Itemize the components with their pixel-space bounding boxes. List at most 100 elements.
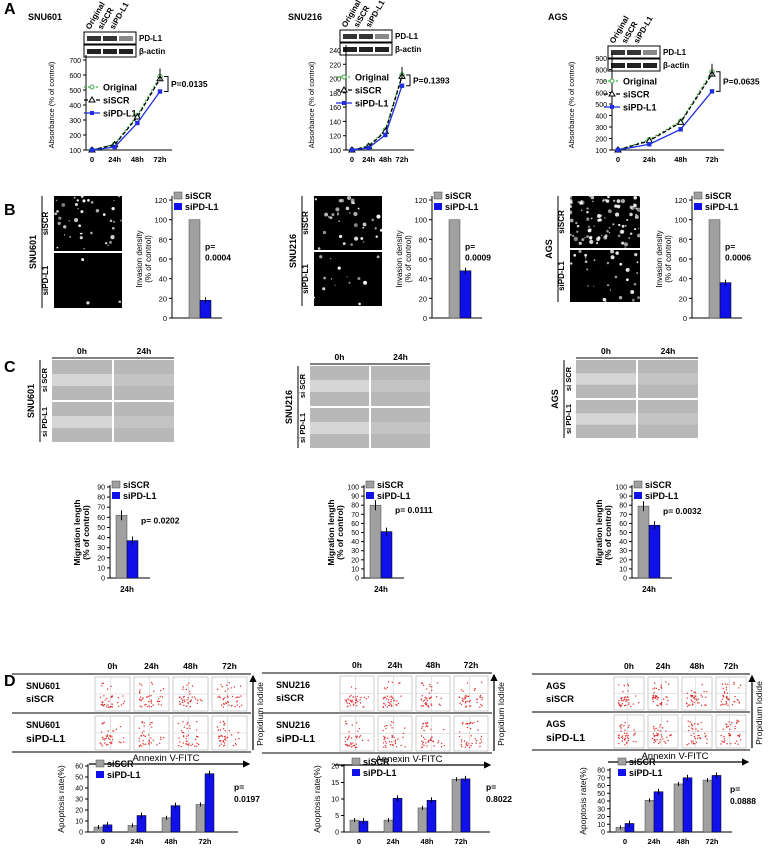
cell-dot bbox=[362, 222, 367, 227]
legend-swatch-siscr bbox=[351, 757, 361, 766]
flow-event bbox=[735, 740, 738, 742]
flow-event bbox=[657, 742, 660, 745]
flow-event bbox=[425, 742, 427, 744]
y-tick-label: 20 bbox=[679, 294, 687, 303]
flow-event bbox=[102, 738, 104, 740]
flow-event bbox=[686, 705, 689, 708]
flow-event bbox=[195, 735, 198, 738]
flow-event bbox=[150, 702, 153, 704]
flow-event bbox=[222, 740, 225, 742]
flow-event bbox=[686, 692, 689, 694]
flow-event bbox=[623, 725, 625, 727]
flow-event bbox=[120, 704, 123, 706]
flow-event bbox=[471, 742, 473, 745]
flow-event bbox=[138, 698, 141, 701]
y-tick-label: 500 bbox=[69, 88, 81, 95]
flow-event bbox=[620, 697, 622, 700]
flow-event bbox=[143, 725, 145, 727]
flow-event bbox=[430, 703, 432, 705]
flow-event bbox=[150, 742, 153, 744]
flow-event bbox=[148, 740, 150, 743]
flow-event bbox=[185, 743, 187, 745]
flow-event bbox=[654, 738, 656, 741]
flow-event bbox=[232, 744, 235, 747]
flow-event bbox=[157, 703, 160, 705]
flow-event bbox=[628, 702, 630, 704]
bar-sipdl1 bbox=[682, 777, 693, 833]
flow-event bbox=[101, 736, 104, 739]
cell-dot bbox=[593, 259, 596, 262]
flow-event bbox=[104, 699, 106, 701]
flow-event bbox=[223, 724, 225, 726]
cell-dot bbox=[77, 207, 79, 210]
flow-event bbox=[461, 697, 464, 700]
flow-event bbox=[738, 734, 740, 737]
p-value: p= bbox=[205, 242, 215, 252]
panel-b-snu216: siSCRsiPD-L1SNU216020406080100120Invasio… bbox=[288, 191, 491, 323]
flow-event bbox=[110, 706, 113, 708]
flow-event bbox=[665, 730, 667, 732]
flow-event bbox=[240, 695, 242, 697]
y-tick-label: 0 bbox=[683, 314, 687, 323]
flow-event bbox=[458, 735, 461, 738]
y-tick-label: 100 bbox=[329, 148, 341, 155]
flow-event bbox=[726, 726, 728, 728]
flow-event bbox=[123, 700, 125, 703]
flow-event bbox=[351, 724, 353, 726]
p-value: p= bbox=[234, 782, 244, 792]
legend-label: siPD-L1 bbox=[623, 103, 657, 113]
flow-plot bbox=[613, 714, 645, 749]
flow-event bbox=[218, 740, 221, 742]
flow-event bbox=[691, 724, 694, 727]
scratch-gap bbox=[52, 416, 112, 428]
y-tick-label: 50 bbox=[619, 530, 627, 537]
flow-event bbox=[105, 737, 108, 739]
flow-event bbox=[463, 740, 466, 742]
cell-dot bbox=[587, 285, 589, 287]
flow-event bbox=[736, 721, 738, 724]
flow-event bbox=[346, 702, 349, 704]
bar-sipdl1 bbox=[170, 805, 181, 833]
cell-dot bbox=[330, 257, 332, 260]
flow-event bbox=[159, 689, 162, 692]
cell-dot bbox=[317, 247, 321, 250]
flow-event bbox=[623, 698, 626, 700]
cell-dot bbox=[590, 217, 593, 220]
flow-event bbox=[186, 740, 188, 743]
legend-swatch-sipdl1 bbox=[694, 203, 702, 210]
flow-event bbox=[225, 737, 227, 739]
y-tick-label: 300 bbox=[69, 118, 81, 125]
time-label: 72h bbox=[724, 661, 739, 671]
flow-event bbox=[359, 699, 361, 701]
flow-event bbox=[141, 732, 144, 734]
data-point bbox=[112, 144, 117, 150]
flow-event bbox=[103, 721, 105, 724]
cell-dot bbox=[109, 240, 112, 244]
flow-event bbox=[458, 696, 460, 698]
x-tick-label: 24h bbox=[131, 837, 144, 846]
flow-event bbox=[469, 727, 472, 730]
flow-event bbox=[666, 736, 668, 738]
flow-event bbox=[433, 745, 435, 747]
flow-event bbox=[706, 690, 708, 693]
flow-event bbox=[187, 744, 189, 746]
cell-dot bbox=[634, 228, 637, 231]
y-axis-label: (% of control) bbox=[603, 505, 613, 560]
cell-dot bbox=[573, 254, 576, 257]
time-label: 0h bbox=[335, 352, 345, 362]
y-tick-label: 10 bbox=[351, 566, 359, 573]
x-tick-label: 0 bbox=[90, 155, 94, 164]
cell-dot bbox=[74, 202, 78, 206]
cell-dot bbox=[624, 246, 626, 249]
flow-event bbox=[626, 696, 628, 698]
flow-event bbox=[621, 737, 624, 739]
flow-event bbox=[424, 696, 426, 699]
flow-event bbox=[390, 721, 393, 723]
cell-dot bbox=[570, 262, 573, 265]
p-value: p= bbox=[725, 242, 735, 252]
flow-event bbox=[106, 698, 108, 700]
flow-event bbox=[111, 738, 114, 741]
flow-event bbox=[634, 733, 636, 735]
p-value: 0.0888 bbox=[730, 796, 756, 806]
bar-siscr bbox=[637, 505, 650, 579]
